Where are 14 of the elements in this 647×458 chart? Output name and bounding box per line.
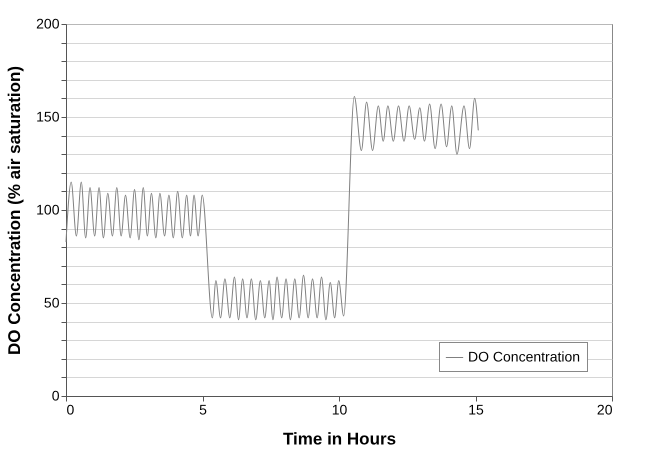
- y-axis-title: DO Concentration (% air saturation): [5, 66, 24, 356]
- y-tick-label: 100: [36, 202, 60, 218]
- x-axis-title: Time in Hours: [282, 430, 396, 448]
- x-tick-label: 20: [596, 402, 613, 418]
- x-tick-label: 0: [66, 402, 74, 418]
- legend-label: DO Concentration: [468, 348, 580, 364]
- x-tick-label: 10: [332, 402, 348, 418]
- line-series: [66, 96, 479, 320]
- x-tick-label: 5: [199, 402, 208, 418]
- y-tick-label: 200: [36, 16, 60, 32]
- y-tick-label: 150: [36, 108, 60, 124]
- y-tick-label: 50: [44, 294, 60, 310]
- x-tick-label: 15: [468, 402, 484, 418]
- y-tick-label: 0: [52, 388, 60, 404]
